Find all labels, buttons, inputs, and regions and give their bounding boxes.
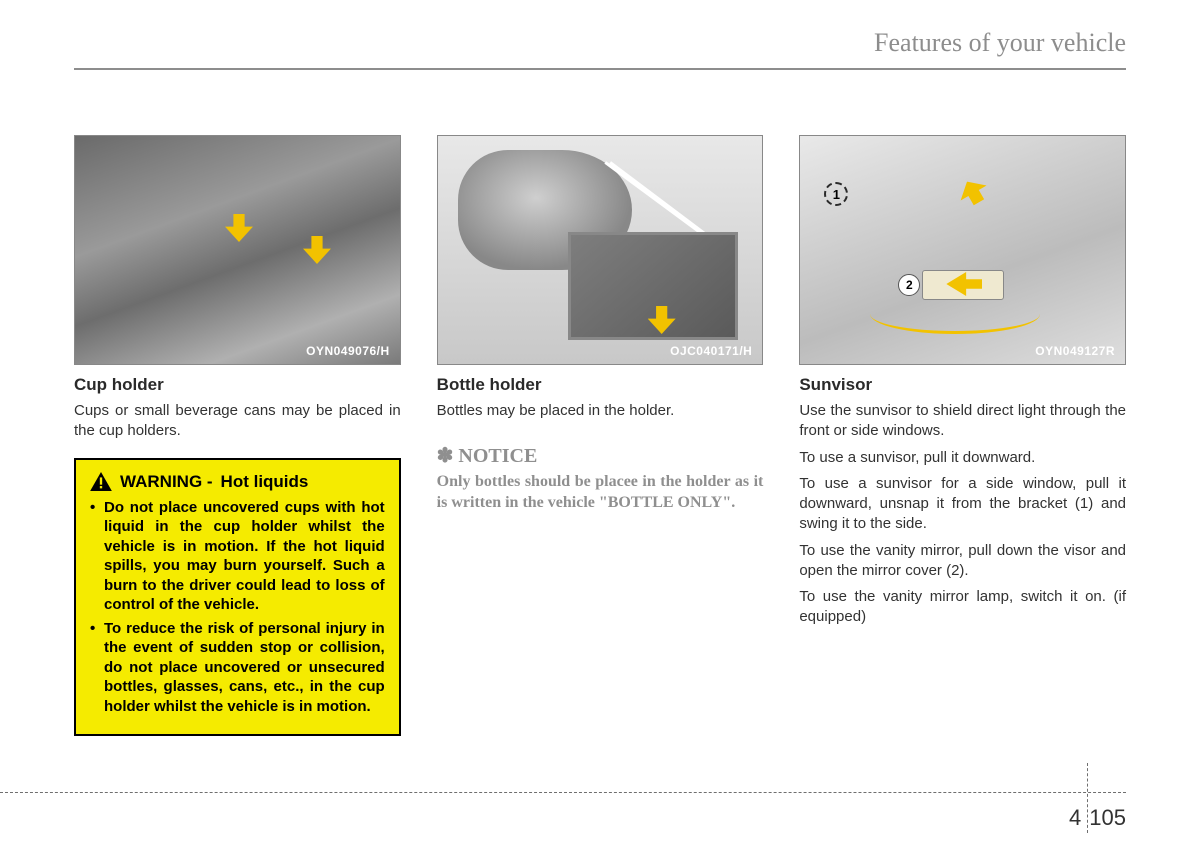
page-number-value: 105: [1089, 805, 1126, 831]
warning-subject: Hot liquids: [221, 472, 309, 492]
figure-bottle-holder: OJC040171/H: [437, 135, 764, 365]
body-text: To use a sunvisor for a side window, pul…: [799, 474, 1126, 535]
figure-id: OYN049076/H: [306, 344, 390, 358]
section-title: Sunvisor: [799, 375, 1126, 395]
footer-rule: [0, 792, 1126, 793]
header-rule: [74, 68, 1126, 70]
arrow-up-icon: [954, 174, 992, 210]
warning-bullet: To reduce the risk of personal injury in…: [90, 619, 385, 717]
callout-badge: 1: [824, 182, 848, 206]
body-text: To use the vanity mirror, pull down the …: [799, 541, 1126, 582]
page-header-title: Features of your vehicle: [874, 28, 1126, 58]
section-title: Bottle holder: [437, 375, 764, 395]
figure-id: OYN049127R: [1035, 344, 1115, 358]
warning-heading: WARNING - Hot liquids: [90, 472, 385, 492]
column-sunvisor: 1 2 OYN049127R Sunvisor Use the sunvisor…: [799, 135, 1126, 736]
section-number: 4: [1069, 805, 1081, 831]
body-text: Use the sunvisor to shield direct light …: [799, 401, 1126, 442]
page-number: 4 105: [1069, 805, 1126, 831]
body-text: Cups or small beverage cans may be place…: [74, 401, 401, 442]
arrow-down-icon: [225, 214, 253, 242]
warning-label: WARNING -: [120, 472, 213, 492]
warning-box: WARNING - Hot liquids Do not place uncov…: [74, 458, 401, 737]
content-columns: OYN049076/H Cup holder Cups or small bev…: [74, 135, 1126, 736]
column-cup-holder: OYN049076/H Cup holder Cups or small bev…: [74, 135, 401, 736]
column-bottle-holder: OJC040171/H Bottle holder Bottles may be…: [437, 135, 764, 736]
callout-badge: 2: [898, 274, 920, 296]
figure-sunvisor: 1 2 OYN049127R: [799, 135, 1126, 365]
warning-triangle-icon: [90, 472, 112, 491]
figure-id: OJC040171/H: [670, 344, 752, 358]
body-text: To use the vanity mirror lamp, switch it…: [799, 587, 1126, 628]
section-title: Cup holder: [74, 375, 401, 395]
warning-list: Do not place uncovered cups with hot liq…: [90, 498, 385, 717]
figure-cup-holder: OYN049076/H: [74, 135, 401, 365]
arrow-down-icon: [303, 236, 331, 264]
notice-heading: ✽ NOTICE: [437, 443, 764, 468]
notice-text: Only bottles should be placee in the hol…: [437, 472, 764, 514]
body-text: To use a sunvisor, pull it downward.: [799, 448, 1126, 468]
swing-arc-icon: [870, 294, 1040, 334]
footer-vline: [1087, 763, 1088, 833]
warning-bullet: Do not place uncovered cups with hot liq…: [90, 498, 385, 615]
body-text: Bottles may be placed in the holder.: [437, 401, 764, 421]
